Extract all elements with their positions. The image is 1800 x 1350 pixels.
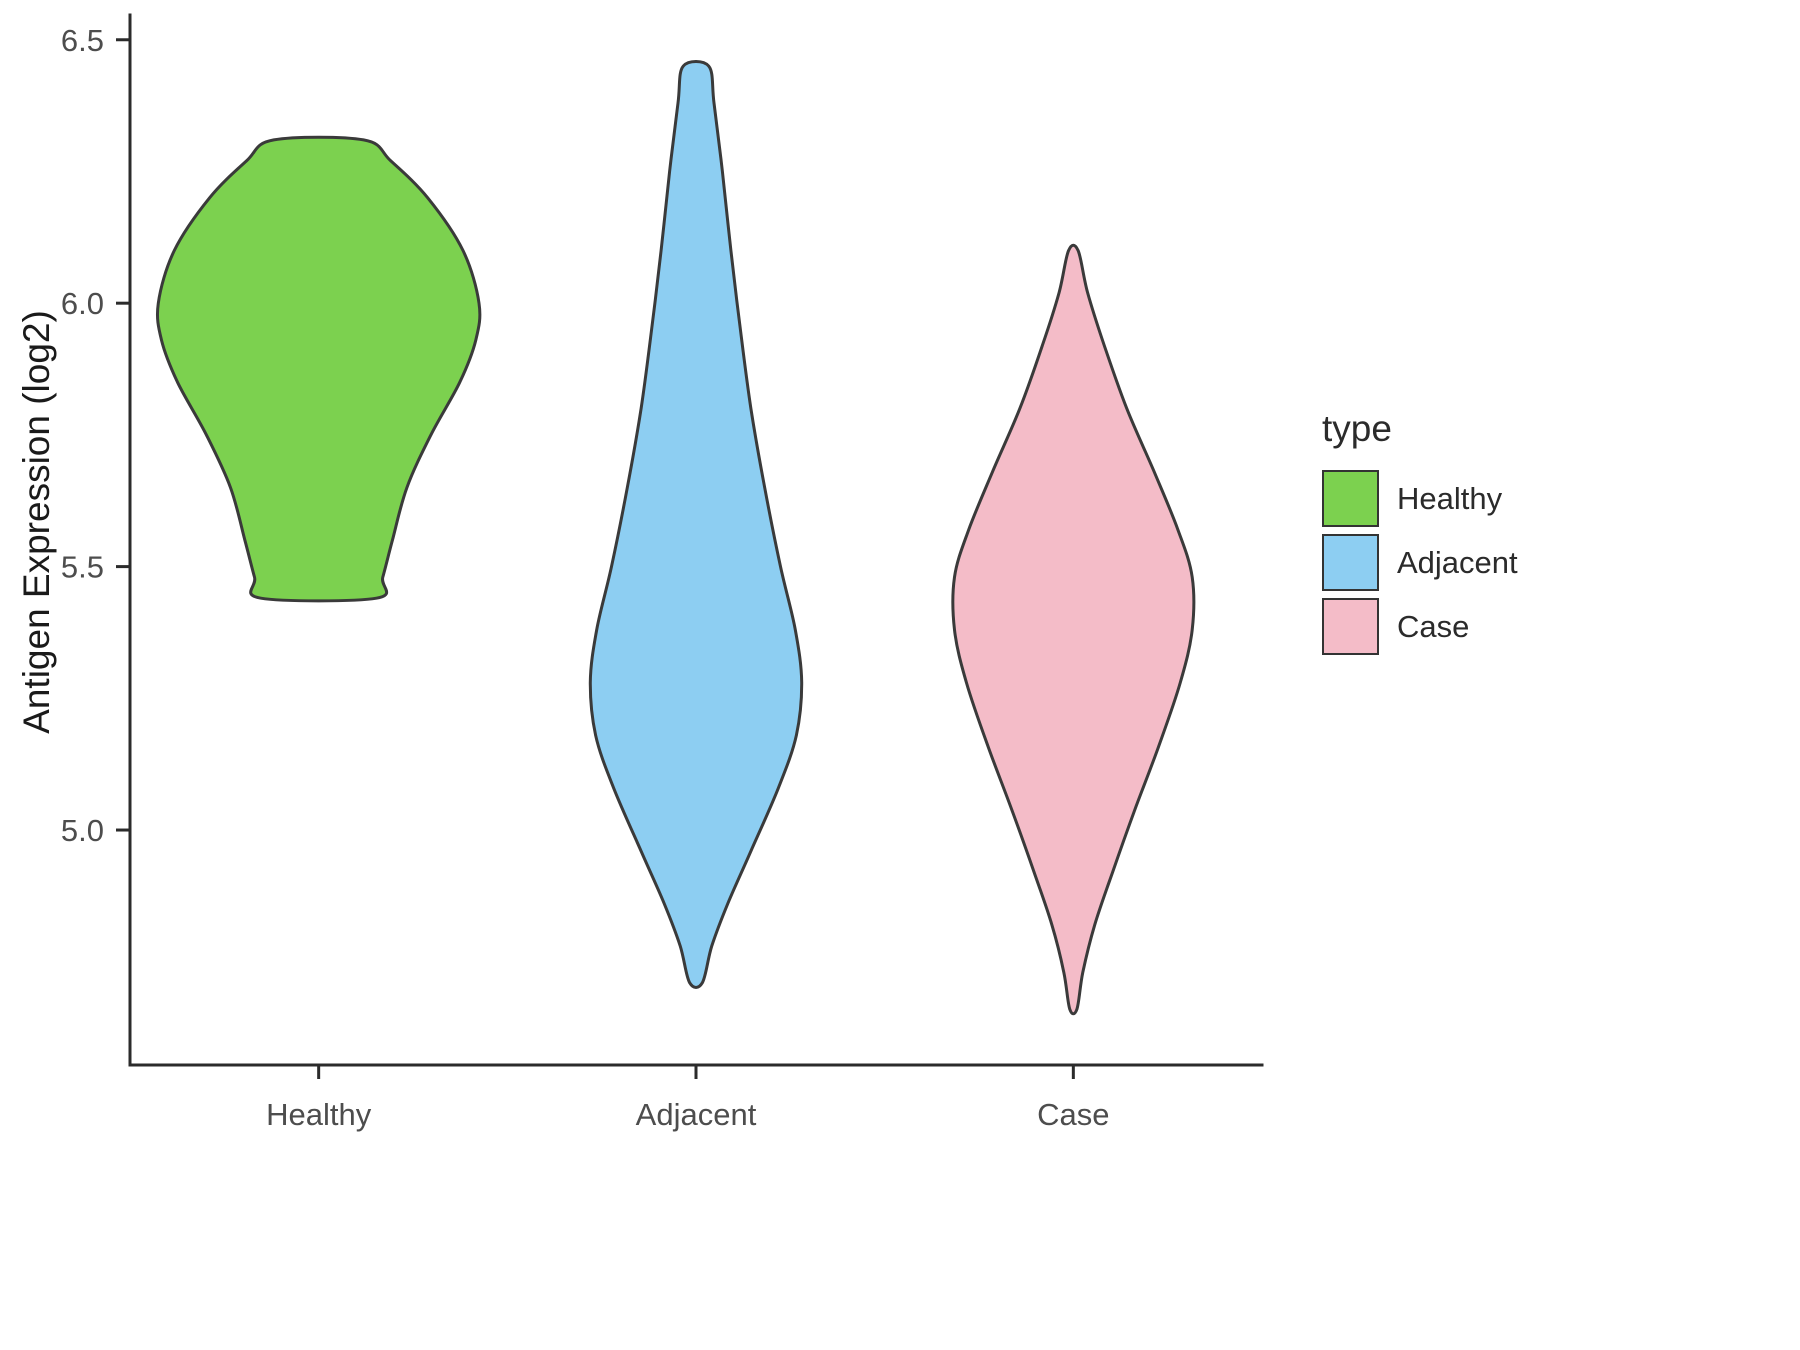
- legend-label-case: Case: [1397, 608, 1470, 644]
- x-tick-label: Case: [1037, 1097, 1109, 1132]
- y-tick-label: 6.5: [61, 23, 104, 58]
- legend-entry-case: Case: [1322, 598, 1518, 655]
- legend-label-healthy: Healthy: [1397, 480, 1503, 516]
- legend-entry-adjacent: Adjacent: [1322, 534, 1518, 591]
- legend-label-adjacent: Adjacent: [1397, 544, 1518, 580]
- legend-swatch-healthy-icon: [1322, 470, 1379, 527]
- y-tick-label: 5.0: [61, 813, 104, 848]
- legend-title: type: [1322, 408, 1392, 449]
- x-tick-label: Healthy: [266, 1097, 372, 1132]
- legend-entry-healthy: Healthy: [1322, 470, 1518, 527]
- violin-healthy: [155, 135, 482, 603]
- violin-case: [951, 243, 1196, 1016]
- legend-swatch-case-icon: [1322, 598, 1379, 655]
- y-tick-label: 6.0: [61, 286, 104, 321]
- y-tick-label: 5.5: [61, 550, 104, 585]
- x-tick-label: Adjacent: [636, 1097, 757, 1132]
- legend-swatch-adjacent-icon: [1322, 534, 1379, 591]
- violin-adjacent: [588, 60, 804, 989]
- y-axis-title: Antigen Expression (log2): [16, 310, 57, 734]
- legend: type Healthy Adjacent Case: [1322, 408, 1518, 662]
